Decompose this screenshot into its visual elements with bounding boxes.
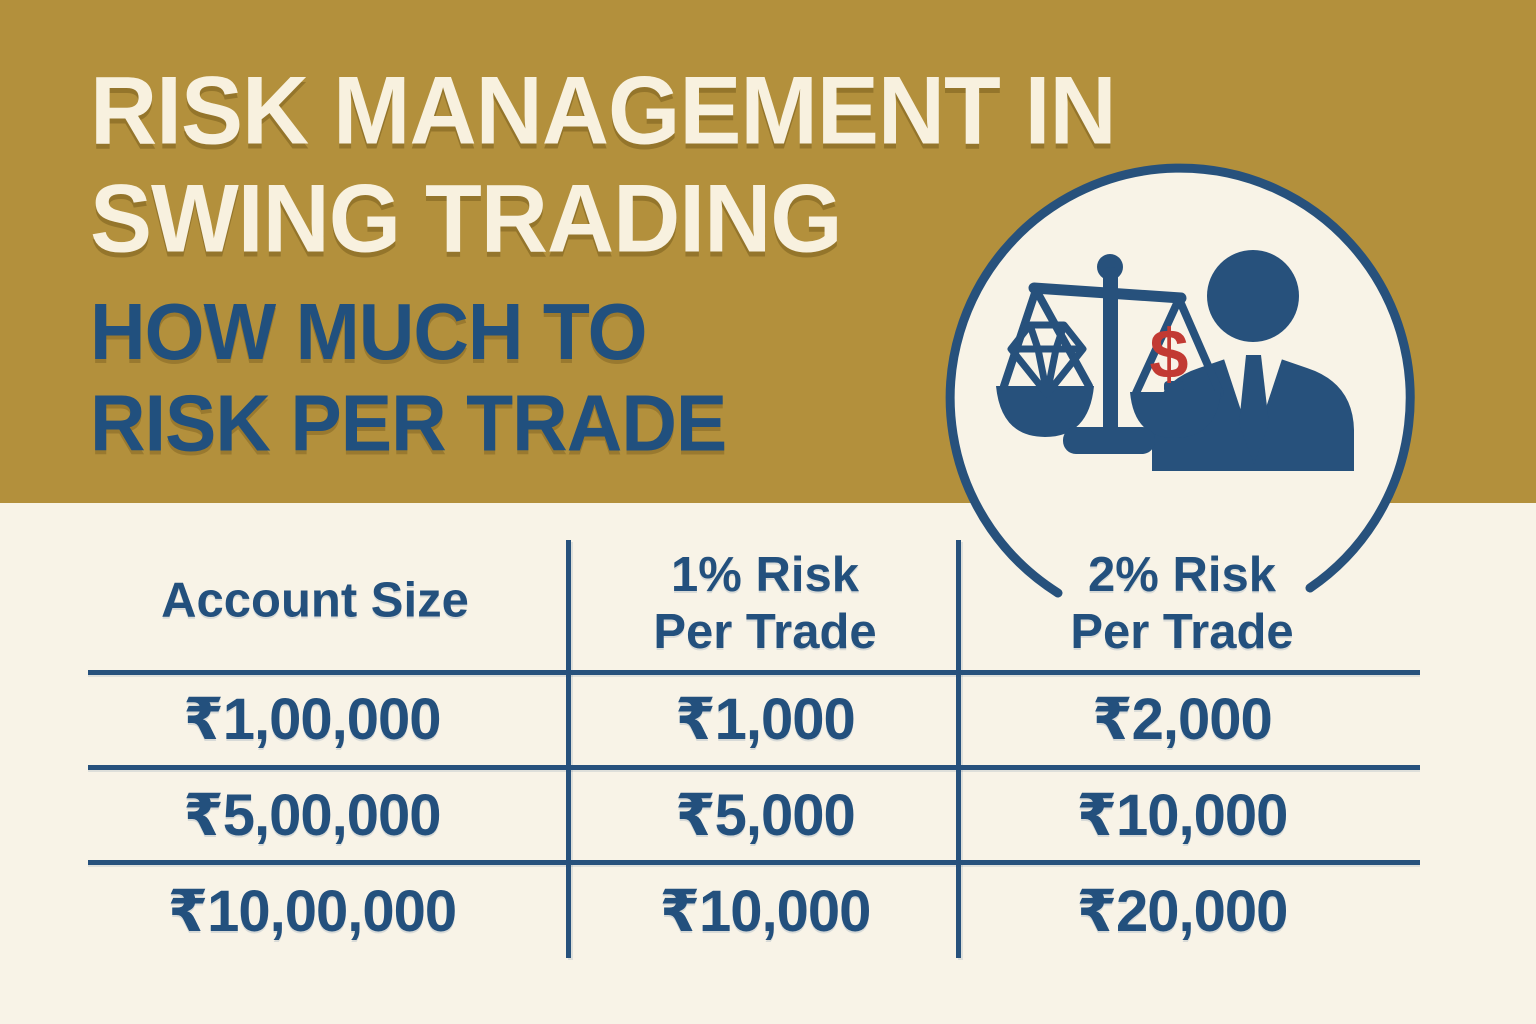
scale-beam xyxy=(1028,282,1187,304)
column-header-1pct-risk: 1% Risk Per Trade xyxy=(653,547,876,661)
column-header-text: Per Trade xyxy=(653,605,877,659)
column-header-text: 2% Risk xyxy=(1088,548,1276,602)
cell-risk1-2: ₹5,000 xyxy=(675,783,855,848)
cell-risk1-3: ₹10,000 xyxy=(659,879,872,944)
scale-pole xyxy=(1103,267,1118,437)
column-header-text: 1% Risk xyxy=(671,548,859,602)
table-row-rule-1 xyxy=(88,765,1420,770)
page-subtitle-line2: RISK PER TRADE xyxy=(90,378,727,468)
scale-left-pan xyxy=(996,386,1094,437)
page-title-line2: SWING TRADING xyxy=(90,164,843,273)
table-column-divider-1 xyxy=(566,540,571,958)
column-header-text: Per Trade xyxy=(1070,605,1294,659)
page-subtitle-line1: HOW MUCH TO xyxy=(90,287,647,377)
table-column-divider-2 xyxy=(956,540,961,958)
page-title-line1: RISK MANAGEMENT IN xyxy=(90,56,1117,165)
table-row-rule-2 xyxy=(88,860,1420,865)
scale-right-pan xyxy=(1130,392,1221,438)
column-header-2pct-risk: 2% Risk Per Trade xyxy=(1070,547,1293,661)
cell-risk2-2: ₹10,000 xyxy=(1076,783,1289,848)
cell-risk2-1: ₹2,000 xyxy=(1092,687,1272,752)
scale-right-pan-tab xyxy=(1164,381,1184,393)
page-title: RISK MANAGEMENT IN SWING TRADING xyxy=(90,56,1117,273)
cell-account-size-3: ₹10,00,000 xyxy=(167,879,457,944)
cell-account-size-1: ₹1,00,000 xyxy=(183,687,441,752)
column-header-account-size: Account Size xyxy=(161,573,469,630)
scale-right-strings xyxy=(1132,295,1224,397)
balance-scale-icon xyxy=(996,254,1224,454)
table-header-rule xyxy=(88,670,1420,675)
diamond-icon xyxy=(1007,321,1087,398)
dollar-sign-icon: $ xyxy=(1150,315,1189,393)
cell-account-size-2: ₹5,00,000 xyxy=(183,783,441,848)
businessman-head xyxy=(1207,250,1299,342)
page-subtitle: HOW MUCH TO RISK PER TRADE xyxy=(90,286,727,469)
cell-risk2-3: ₹20,000 xyxy=(1076,879,1289,944)
column-header-text: Account Size xyxy=(161,573,469,628)
scale-base xyxy=(1063,427,1155,454)
badge-circle-outline xyxy=(945,163,1415,598)
businessman-tie xyxy=(1239,355,1269,464)
cell-risk1-1: ₹1,000 xyxy=(675,687,855,752)
businessman-icon xyxy=(1152,250,1354,471)
